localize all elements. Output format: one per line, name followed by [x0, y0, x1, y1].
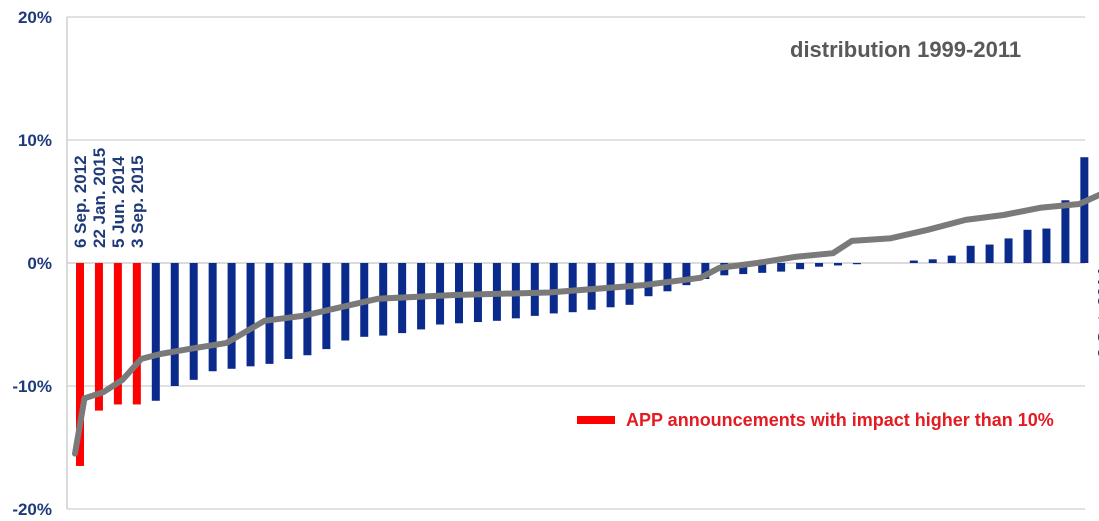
bar	[909, 260, 918, 263]
bar	[663, 263, 672, 292]
distribution-label: distribution 1999-2011	[790, 37, 1021, 62]
bar	[644, 263, 653, 297]
bar	[985, 244, 994, 263]
date-annotation: 22 Jan. 2015	[90, 148, 109, 248]
bar	[1023, 229, 1032, 263]
bar	[1042, 228, 1051, 263]
bar	[151, 263, 160, 401]
bar	[928, 259, 937, 263]
bar	[303, 263, 312, 356]
date-annotation: 5 Jun. 2014	[109, 156, 128, 248]
legend-label: APP announcements with impact higher tha…	[626, 410, 1054, 430]
date-annotation: 2 Oct. 2014	[1094, 267, 1099, 357]
bars	[76, 157, 1089, 466]
y-tick-label: 0%	[27, 254, 52, 273]
bar	[322, 263, 331, 350]
bar	[170, 263, 179, 386]
bar	[284, 263, 293, 359]
y-tick-label: 10%	[18, 131, 52, 150]
bar	[1004, 238, 1013, 263]
y-tick-label: -10%	[12, 377, 52, 396]
date-annotation: 3 Sep. 2015	[128, 155, 147, 248]
bar	[227, 263, 236, 369]
bar-app-announcement	[132, 263, 141, 405]
bar	[189, 263, 198, 380]
date-annotation: 6 Sep. 2012	[71, 155, 90, 248]
y-tick-label: -20%	[12, 500, 52, 519]
bar	[341, 263, 350, 341]
bar	[682, 263, 691, 286]
distribution-line	[72, 191, 1099, 457]
bar	[758, 263, 767, 273]
bar	[549, 263, 558, 314]
bar	[834, 263, 842, 266]
bar	[947, 255, 956, 263]
bar	[796, 263, 805, 270]
bar-app-announcement	[76, 263, 84, 466]
bar	[265, 263, 274, 364]
bar	[568, 263, 577, 313]
legend-swatch	[577, 416, 615, 424]
bar	[777, 263, 786, 272]
bar	[208, 263, 217, 372]
bar	[246, 263, 255, 367]
y-tick-label: 20%	[18, 8, 52, 27]
bar	[966, 245, 975, 263]
bar	[530, 263, 539, 316]
bar	[1061, 200, 1070, 263]
bar-app-announcement	[113, 263, 122, 405]
labels: 20% 10% 0% -10% -20% distribution 1999-2011 6 …	[12, 8, 1099, 519]
bar-app-announcement	[94, 263, 103, 411]
distribution-layer	[72, 191, 1099, 457]
bar	[739, 263, 748, 275]
bar	[852, 263, 861, 265]
bar	[1080, 157, 1089, 263]
bar	[701, 263, 710, 279]
bar	[815, 263, 824, 267]
